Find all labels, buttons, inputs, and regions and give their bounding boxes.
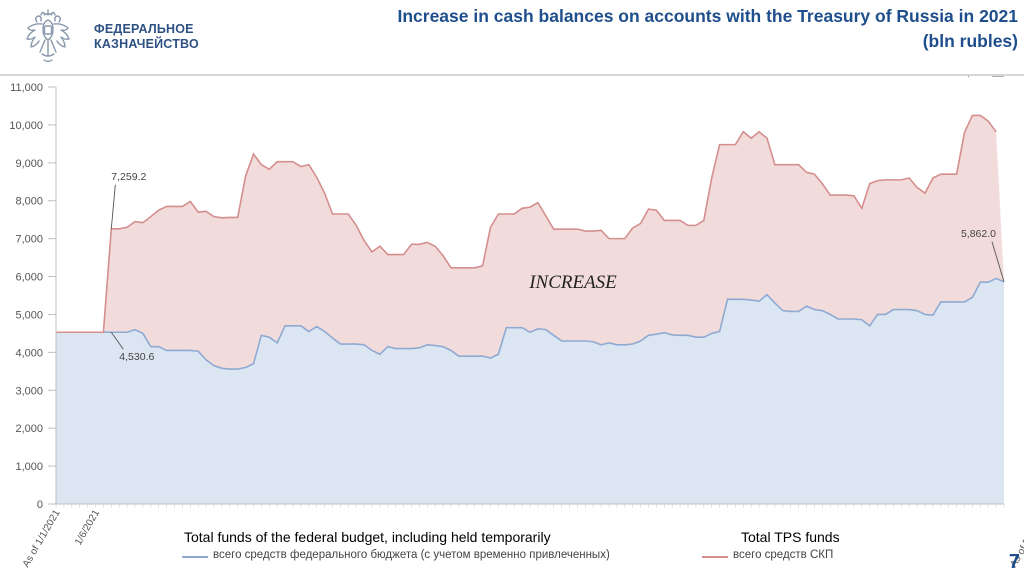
area-fills	[56, 115, 1004, 504]
y-tick-label: 0	[37, 499, 43, 511]
y-tick-label: 7,000	[15, 234, 43, 246]
org-name-line2: КАЗНАЧЕЙСТВО	[94, 37, 199, 51]
y-tick-label: 10,000	[9, 120, 43, 132]
y-tick-label: 5,000	[15, 309, 43, 321]
y-tick-label: 8,000	[15, 196, 43, 208]
legend-caption-tps: Total TPS funds	[741, 529, 840, 545]
area-chart: 0 1,000 2,000 3,000 4,000 5,000 6,000 7,000 8,00…	[9, 76, 1024, 570]
org-name: ФЕДЕРАЛЬНОЕ КАЗНАЧЕЙСТВО	[94, 22, 199, 52]
legend-swatch-federal	[182, 556, 208, 558]
org-name-line1: ФЕДЕРАЛЬНОЕ	[94, 22, 194, 36]
slide-title: Increase in cash balances on accounts wi…	[298, 4, 1018, 54]
callout-leader	[110, 184, 116, 229]
x-tick-label: As of 1/1/2021	[21, 508, 63, 570]
callout-leader	[110, 331, 124, 350]
y-tick-label: 9,000	[15, 158, 43, 170]
data-label: 9,816.9	[961, 76, 996, 79]
data-label: 7,259.2	[111, 171, 146, 183]
y-tick-label: 4,000	[15, 347, 43, 359]
double-headed-eagle-icon	[26, 9, 70, 63]
series-line-federal	[56, 277, 1005, 370]
title-line1: Increase in cash balances on accounts wi…	[397, 6, 1018, 26]
title-line2: (bln rubles)	[922, 31, 1018, 51]
data-labels: INCREASE 7,259.2 9,816.9 5,862.0 4,530.6	[110, 76, 1005, 363]
y-tick-label: 1,000	[15, 461, 43, 473]
federal-area	[56, 278, 1004, 504]
y-tick-label: 2,000	[15, 423, 43, 435]
y-tick-label: 3,000	[15, 385, 43, 397]
y-tick-label: 6,000	[15, 272, 43, 284]
series-line-tps	[56, 114, 997, 334]
y-tick-label: 11,000	[10, 82, 43, 94]
legend-entry-federal: всего средств федерального бюджета (с уч…	[213, 549, 610, 561]
legend-entry-tps: всего средств СКП	[733, 549, 834, 561]
series-lines	[56, 114, 1005, 370]
legend-caption-federal: Total funds of the federal budget, inclu…	[184, 529, 551, 545]
legend-swatch-tps	[702, 556, 728, 558]
data-label: 4,530.6	[119, 351, 154, 363]
data-label: 5,862.0	[961, 228, 996, 240]
x-tick-label: 1/6/2021	[73, 508, 102, 548]
page-number: 7	[1008, 551, 1020, 573]
header-divider	[0, 74, 1024, 76]
increase-area	[56, 115, 1004, 370]
slide-header: ФЕДЕРАЛЬНОЕ КАЗНАЧЕЙСТВО Increase in cas…	[0, 0, 1024, 74]
increase-area-label: INCREASE	[528, 272, 617, 293]
callout-leader	[991, 241, 1005, 282]
